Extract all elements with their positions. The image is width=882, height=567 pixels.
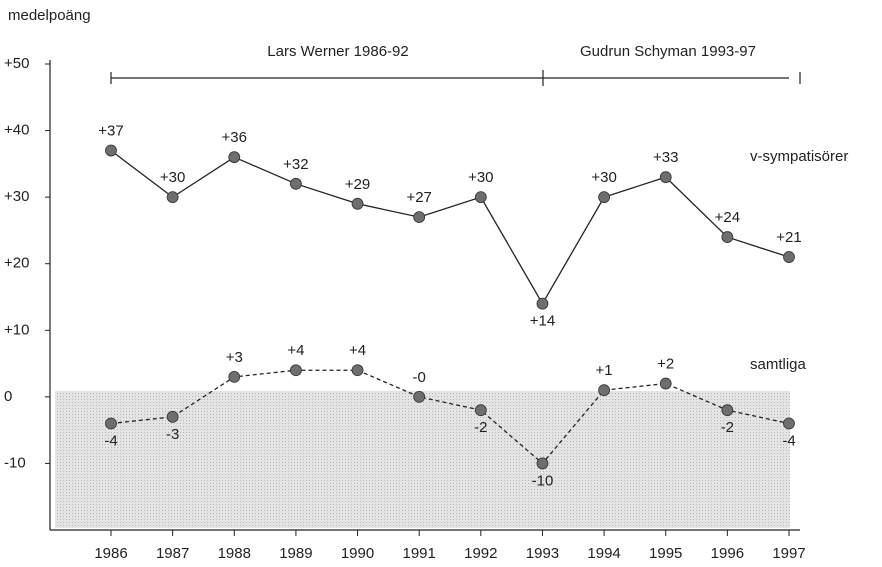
- data-label: +37: [98, 123, 123, 140]
- x-tick-label: 1986: [94, 545, 127, 562]
- y-tick-label: +20: [4, 255, 29, 272]
- y-tick-label: +50: [4, 55, 29, 72]
- data-label: +3: [226, 349, 243, 366]
- data-point: [536, 297, 549, 310]
- data-label: +33: [653, 149, 678, 166]
- x-tick-label: 1988: [218, 545, 251, 562]
- y-tick-label: 0: [4, 388, 12, 405]
- data-point: [598, 191, 610, 204]
- data-label: +14: [530, 313, 555, 330]
- data-label: +21: [776, 229, 801, 246]
- period-label: Lars Werner 1986-92: [267, 43, 408, 60]
- data-label: -0: [413, 369, 426, 386]
- data-label: +4: [287, 342, 304, 359]
- data-label: +4: [349, 342, 366, 359]
- series-line: [110, 150, 790, 305]
- series-line: [110, 369, 790, 465]
- data-label: +30: [591, 169, 616, 186]
- data-point: [783, 251, 795, 263]
- data-point: [228, 151, 241, 164]
- x-tick-label: 1989: [279, 545, 312, 562]
- x-tick-label: 1997: [772, 545, 805, 562]
- negative-zone: [55, 391, 790, 528]
- y-tick-label: +30: [4, 188, 29, 205]
- data-point: [536, 457, 549, 470]
- x-tick-label: 1994: [587, 545, 620, 562]
- data-point: [783, 417, 795, 430]
- data-point: [474, 191, 487, 204]
- series-label: v-sympatisörer: [750, 148, 848, 165]
- y-tick-label: -10: [4, 454, 26, 471]
- data-point: [105, 144, 117, 157]
- data-label: -4: [782, 432, 795, 449]
- data-label: -2: [474, 419, 487, 436]
- y-tick-label: +10: [4, 321, 29, 338]
- data-point: [351, 197, 364, 210]
- data-label: +36: [222, 129, 247, 146]
- x-tick-label: 1987: [156, 545, 189, 562]
- data-label: +30: [160, 169, 185, 186]
- data-point: [474, 404, 487, 417]
- data-point: [105, 417, 117, 430]
- data-label: -2: [721, 419, 734, 436]
- data-label: +27: [406, 189, 431, 206]
- period-brackets: [110, 70, 801, 86]
- y-tick-label: +40: [4, 122, 29, 139]
- x-tick-label: 1993: [526, 545, 559, 562]
- data-point: [721, 231, 734, 243]
- data-label: -4: [104, 432, 117, 449]
- x-tick-label: 1991: [402, 545, 435, 562]
- data-point: [659, 377, 672, 390]
- data-label: -10: [532, 472, 554, 489]
- data-point: [228, 370, 241, 383]
- data-label: +24: [715, 209, 740, 226]
- x-tick-label: 1995: [649, 545, 682, 562]
- data-point: [721, 404, 734, 417]
- data-point: [290, 364, 302, 377]
- data-point: [598, 384, 610, 397]
- data-label: -3: [166, 426, 179, 443]
- data-point: [413, 390, 426, 403]
- data-label: +30: [468, 169, 493, 186]
- data-point: [659, 171, 672, 184]
- data-point: [351, 364, 364, 377]
- data-label: +29: [345, 176, 370, 193]
- data-point: [413, 211, 426, 224]
- x-tick-label: 1992: [464, 545, 497, 562]
- period-label: Gudrun Schyman 1993-97: [580, 43, 756, 60]
- series-label: samtliga: [750, 356, 807, 373]
- data-label: +32: [283, 156, 308, 173]
- x-tick-label: 1990: [341, 545, 374, 562]
- y-axis-label: medelpoäng: [8, 7, 91, 24]
- x-tick-label: 1996: [711, 545, 744, 562]
- data-label: +2: [657, 356, 674, 373]
- data-point: [166, 410, 179, 423]
- data-point: [290, 177, 302, 190]
- data-label: +1: [596, 362, 613, 379]
- data-point: [166, 191, 179, 204]
